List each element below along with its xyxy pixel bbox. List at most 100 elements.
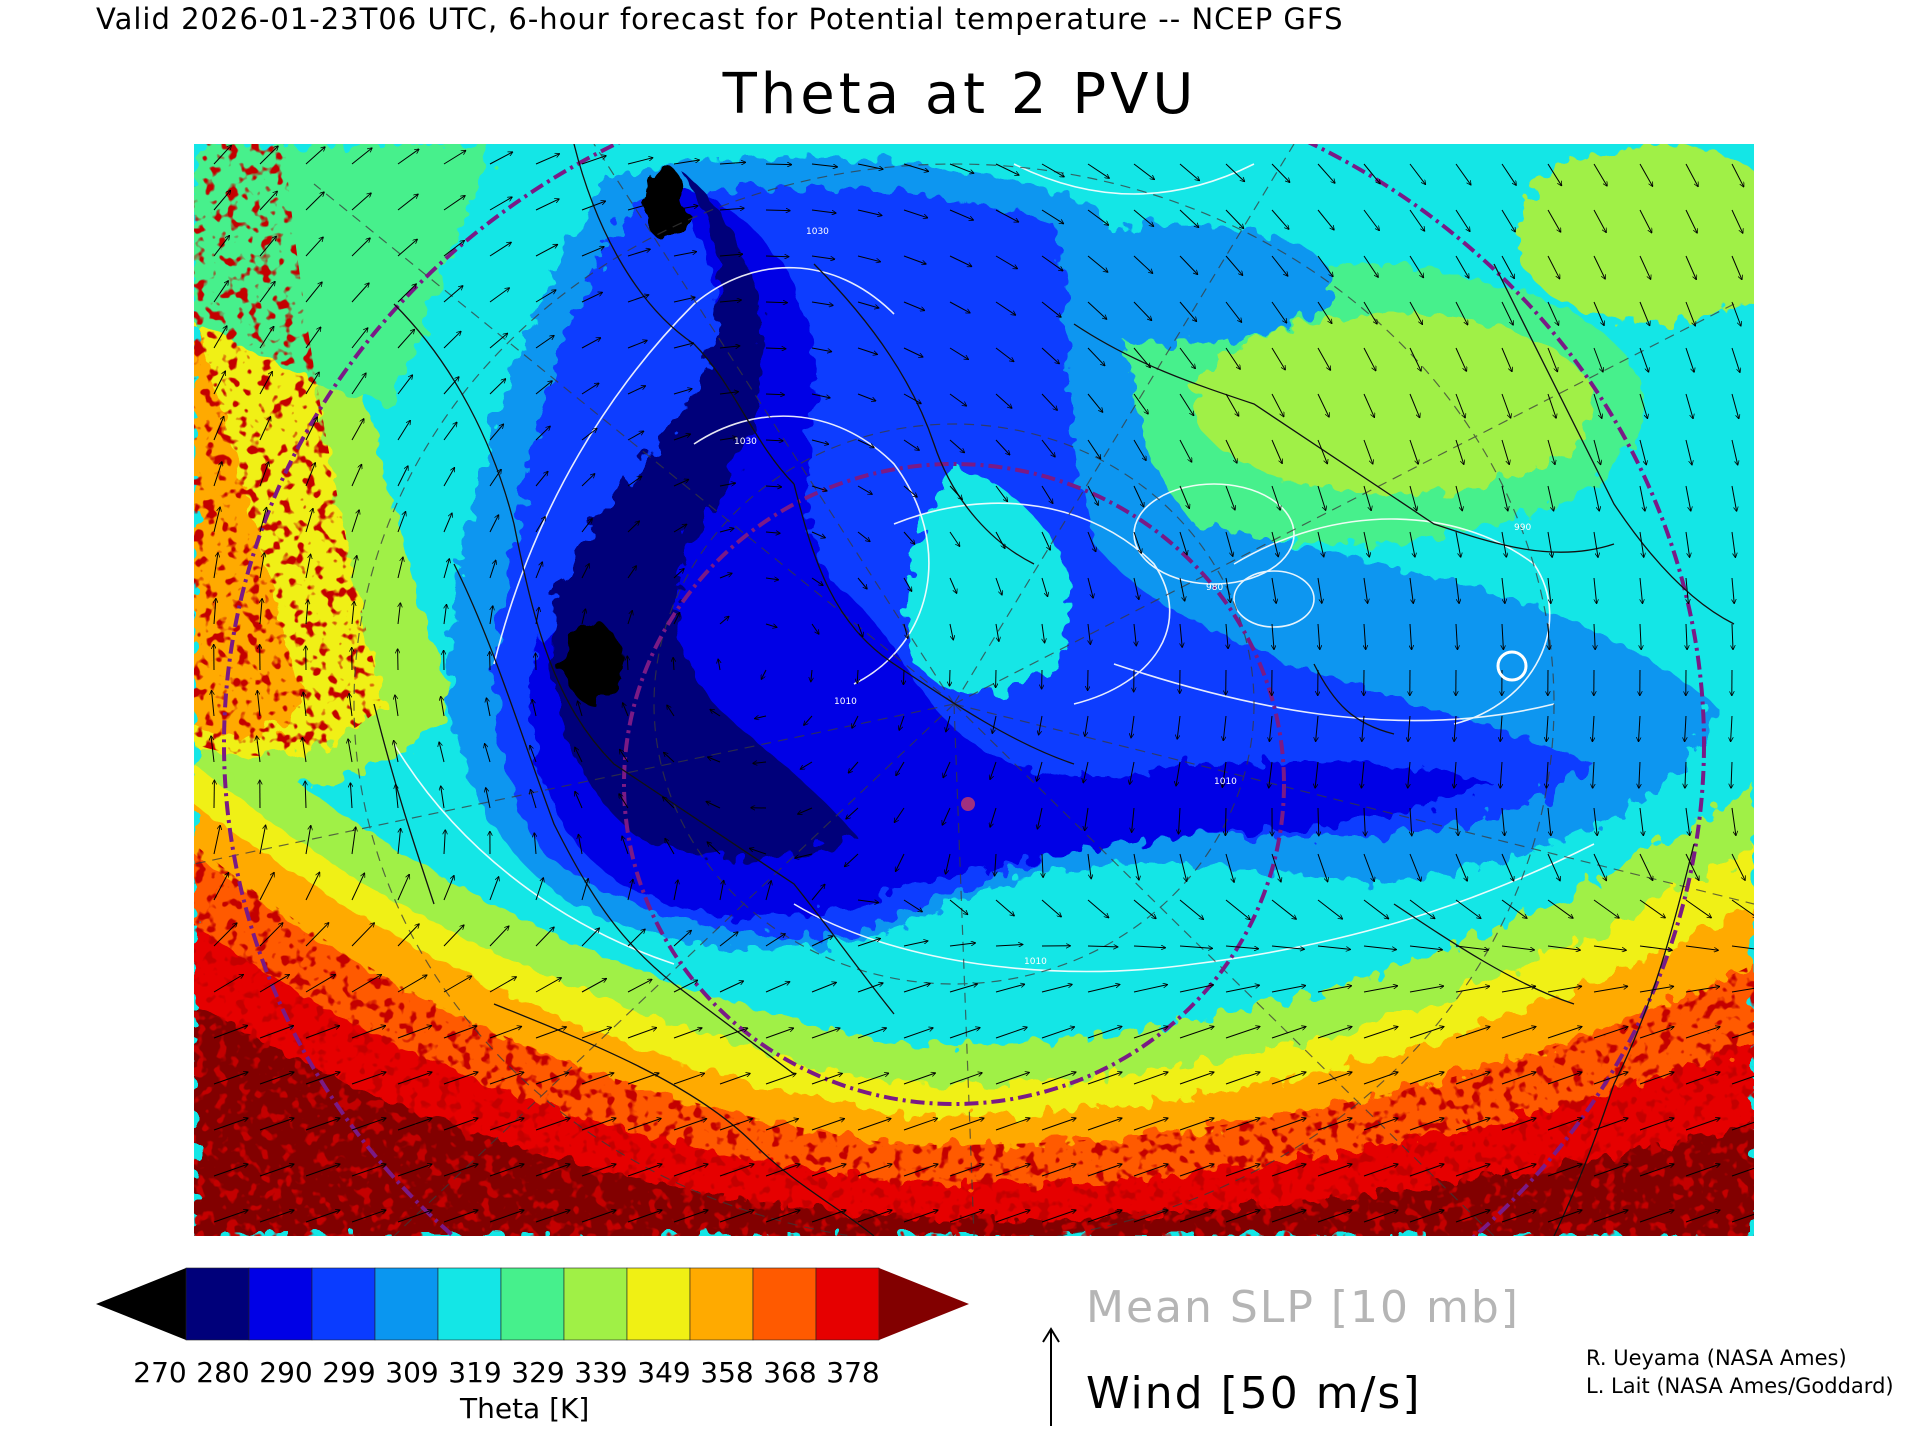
wind-arrow: [302, 737, 307, 763]
wind-arrow: [1317, 986, 1352, 993]
wind-arrow: [1363, 485, 1371, 511]
wind-arrow: [1593, 163, 1607, 186]
wind-arrow: [305, 872, 320, 901]
wind-arrow: [949, 1210, 984, 1223]
wind-arrow: [673, 297, 695, 303]
wind-arrow: [1087, 439, 1101, 459]
wind-arrow: [1685, 945, 1718, 950]
wind-arrow: [1685, 209, 1697, 233]
wind-arrow: [397, 924, 419, 947]
wind-arrow: [1317, 301, 1332, 324]
wind-arrow: [1731, 807, 1736, 836]
wind-arrow: [1087, 946, 1118, 947]
wind-arrow: [441, 696, 445, 717]
wind-arrow: [489, 977, 516, 993]
wind-arrow: [857, 531, 870, 542]
wind-arrow: [581, 292, 602, 303]
wind-arrow: [1037, 761, 1043, 781]
wind-arrow: [1271, 301, 1287, 323]
wind-arrow: [857, 209, 882, 216]
wind-arrow: [213, 326, 227, 349]
wind-arrow: [581, 1118, 616, 1131]
wind-arrow: [1731, 393, 1739, 419]
wind-arrow: [1732, 623, 1733, 650]
wind-arrow: [213, 975, 243, 993]
theta-map: 1030 1030 1010 1010 990 980 1010: [194, 144, 1754, 1236]
wind-arrow: [1271, 1118, 1306, 1131]
wind-arrow: [1455, 393, 1465, 418]
wind-arrow: [1547, 209, 1561, 232]
plot-title: Theta at 2 PVU: [722, 62, 1198, 127]
wind-arrow: [710, 709, 721, 717]
wind-arrow: [1731, 987, 1754, 993]
wind-arrow: [443, 1118, 478, 1131]
wind-arrow: [439, 742, 445, 763]
wind-arrow: [673, 343, 694, 349]
wind-arrow: [1177, 715, 1181, 739]
wind-arrow: [443, 286, 463, 303]
wind-arrow: [765, 1028, 794, 1039]
wind-arrow: [706, 802, 721, 809]
wind-arrow: [1409, 945, 1442, 950]
wind-arrow: [673, 880, 678, 901]
wind-arrow: [903, 1210, 938, 1223]
wind-arrow: [1041, 163, 1064, 177]
wind-arrow: [992, 715, 997, 733]
wind-arrow: [1363, 945, 1396, 950]
wind-arrow: [673, 160, 699, 165]
wind-arrow: [1593, 347, 1603, 372]
wind-arrow: [1363, 1210, 1398, 1223]
wind-arrow: [1087, 485, 1098, 505]
colorbar-min-triangle: [96, 1268, 186, 1340]
wind-arrow: [707, 842, 721, 855]
wind-arrow: [259, 191, 277, 211]
wind-arrow: [673, 569, 684, 579]
wind-arrow: [1317, 531, 1324, 557]
wind-arrow: [489, 1118, 524, 1131]
wind-arrow: [1317, 1027, 1352, 1039]
wind-arrow: [581, 609, 586, 625]
wind-arrow: [848, 761, 859, 773]
wind-arrow: [1547, 986, 1582, 993]
wind-arrow: [351, 373, 366, 395]
wind-arrow: [1731, 1121, 1754, 1131]
wind-arrow: [949, 209, 973, 220]
wind-arrow: [903, 941, 928, 947]
wind-arrow: [305, 554, 311, 579]
wind-arrow: [1039, 715, 1043, 735]
wind-arrow: [1410, 623, 1412, 650]
wind-arrow: [903, 669, 904, 685]
wind-arrow: [1363, 853, 1374, 882]
wind-arrow: [1041, 301, 1061, 317]
wind-arrow: [1315, 761, 1319, 788]
wind-arrow: [1547, 1210, 1582, 1223]
wind-arrow: [995, 393, 1012, 408]
wind-arrow: [1085, 807, 1089, 831]
wind-arrow: [581, 1073, 614, 1085]
wind-arrow: [259, 872, 274, 901]
wind-arrow: [619, 794, 629, 809]
wind-arrow: [1087, 347, 1105, 366]
wind-arrow: [627, 929, 645, 947]
wind-arrow: [1087, 163, 1109, 178]
colorbar-tick: 358: [700, 1356, 754, 1389]
wind-arrow: [1731, 1075, 1754, 1085]
wind-arrow: [489, 242, 511, 257]
wind-arrow: [800, 761, 813, 769]
wind-arrow: [581, 519, 592, 533]
colorbar-swatch: [248, 1267, 313, 1341]
wind-arrow: [1456, 807, 1458, 836]
wind-arrow: [397, 1210, 432, 1223]
wind-arrow: [1363, 301, 1377, 324]
wind-arrow: [398, 603, 400, 625]
wind-arrow: [627, 979, 652, 993]
contour-label: 1010: [1024, 957, 1047, 967]
wind-arrow: [259, 281, 275, 303]
wind-arrow: [489, 1210, 524, 1223]
wind-arrow: [305, 237, 323, 257]
wind-arrow: [990, 807, 997, 827]
wind-arrow: [305, 1072, 340, 1085]
wind-arrow: [394, 740, 399, 763]
colorbar-tick: 270: [133, 1356, 187, 1389]
wind-arrow: [305, 463, 315, 487]
